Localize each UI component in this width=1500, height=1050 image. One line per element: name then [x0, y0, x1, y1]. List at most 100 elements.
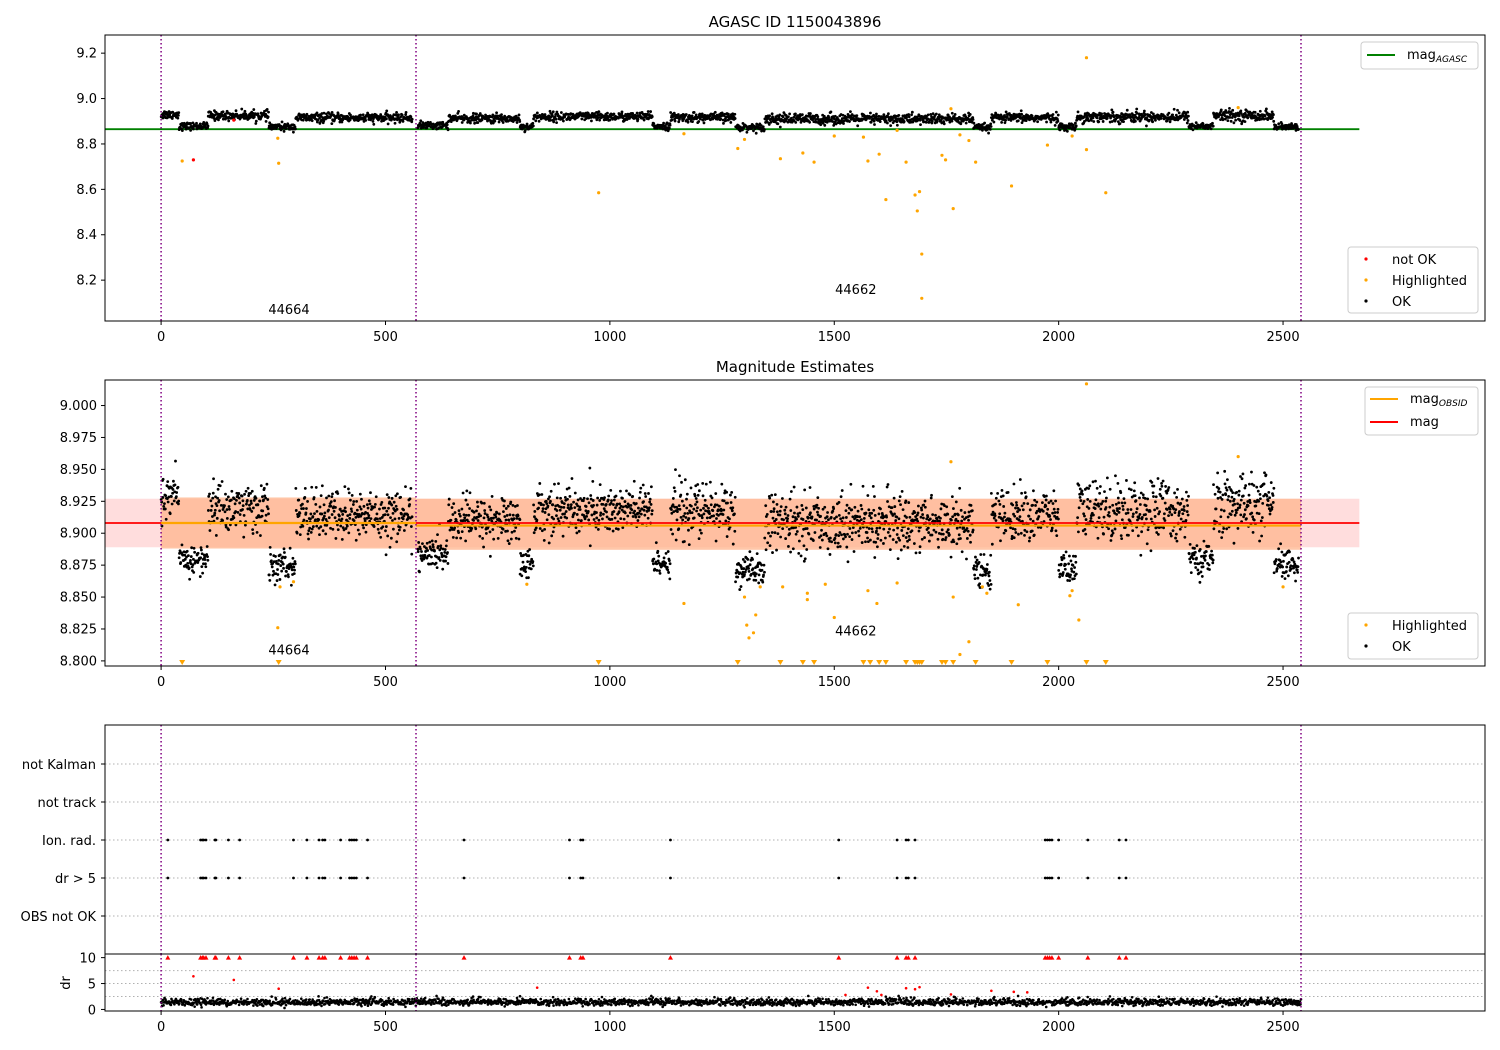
ok-point [694, 113, 698, 117]
ok-point [383, 513, 387, 517]
ok-point [466, 503, 469, 506]
ok-point [348, 516, 352, 520]
ok-point [797, 551, 801, 555]
ok-point [528, 548, 532, 551]
ok-point [282, 566, 285, 570]
ok-point [351, 503, 355, 506]
ok-point [611, 529, 615, 533]
ok-point [521, 560, 525, 564]
ok-point [646, 516, 650, 520]
ok-point [817, 506, 820, 510]
ok-point [375, 512, 379, 516]
ok-point [303, 496, 307, 499]
ok-point [513, 529, 516, 533]
ok-point [395, 540, 399, 544]
ok-point [584, 505, 588, 508]
ok-point [617, 510, 621, 514]
ok-point [577, 529, 581, 533]
ok-point [711, 509, 715, 513]
panel1-ytick-label: 8.4 [76, 228, 97, 243]
ok-point [394, 504, 398, 508]
ok-point [355, 499, 359, 503]
ok-point [888, 548, 892, 552]
ok-point [307, 537, 310, 541]
ok-point [171, 488, 175, 491]
ok-point [846, 560, 850, 564]
ok-point [457, 109, 460, 113]
ok-point [321, 529, 325, 533]
ok-point [638, 490, 642, 494]
ok-point [593, 112, 596, 116]
ok-point [559, 111, 563, 114]
ok-point [870, 527, 874, 531]
ok-point [675, 518, 679, 522]
ok-point [794, 120, 798, 124]
ok-point [409, 115, 413, 119]
ok-point [306, 532, 310, 536]
ok-point [590, 513, 594, 517]
ok-point [179, 561, 183, 564]
ok-point [543, 511, 547, 514]
ok-point [693, 494, 697, 498]
ok-point [482, 501, 486, 505]
ok-point [827, 518, 830, 522]
ok-point [288, 546, 292, 550]
ok-point [770, 493, 774, 497]
ok-point [971, 118, 975, 121]
ok-point [216, 487, 220, 491]
ok-point [930, 119, 934, 123]
ok-point [743, 560, 747, 564]
ok-point [743, 570, 747, 574]
ok-point [899, 503, 902, 507]
ok-point [435, 566, 439, 570]
ok-point [532, 117, 535, 121]
ok-point [352, 500, 356, 503]
ok-point [236, 510, 240, 514]
ok-point [545, 518, 549, 522]
ok-point [983, 121, 986, 125]
ok-point [666, 568, 670, 572]
ok-point [319, 494, 323, 498]
ok-point [941, 532, 945, 536]
ok-point [955, 526, 959, 530]
ok-point [332, 509, 336, 513]
panel1-xtick-label: 1500 [818, 330, 851, 345]
ok-point [763, 128, 766, 132]
ok-point [408, 503, 412, 506]
ok-point [211, 491, 215, 495]
ok-point [914, 551, 918, 555]
ok-point [1074, 124, 1078, 128]
ok-point [497, 120, 501, 124]
ok-point [305, 112, 309, 116]
ok-point [951, 515, 955, 519]
ok-point [163, 502, 166, 506]
ok-point [517, 113, 521, 117]
ok-point [754, 131, 758, 135]
ok-point [733, 495, 737, 499]
ok-point [384, 553, 388, 557]
ok-point [582, 496, 586, 500]
ok-point [974, 555, 977, 559]
ok-point [621, 505, 625, 509]
ok-point [821, 121, 825, 125]
ok-point [815, 518, 818, 522]
ok-point [573, 491, 577, 495]
ok-point [683, 512, 687, 515]
ok-point [301, 502, 304, 506]
ok-point [551, 110, 555, 114]
ok-point [902, 120, 906, 123]
ok-point [886, 500, 889, 503]
ok-point [605, 515, 609, 519]
ok-point [186, 561, 190, 565]
ok-point [794, 532, 798, 536]
ok-point [1243, 120, 1247, 124]
ok-point [494, 515, 498, 519]
ok-point [619, 489, 622, 493]
ok-point [827, 116, 831, 119]
ok-point [621, 496, 624, 500]
ok-point [885, 515, 888, 519]
ok-point [379, 535, 383, 539]
ok-point [1028, 536, 1032, 540]
ok-point [549, 489, 553, 493]
ok-point [701, 494, 705, 498]
